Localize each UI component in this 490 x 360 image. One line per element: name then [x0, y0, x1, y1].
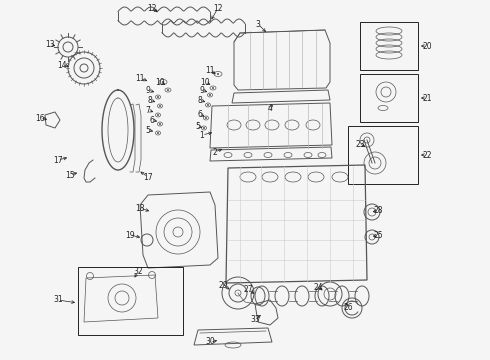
Text: 10: 10 [155, 77, 165, 86]
Circle shape [203, 127, 205, 129]
Text: 16: 16 [35, 113, 45, 122]
Text: 7: 7 [146, 105, 150, 114]
Text: 24: 24 [313, 283, 323, 292]
Bar [78, 267, 183, 335]
Text: 15: 15 [65, 171, 75, 180]
Text: 29: 29 [218, 280, 228, 289]
Text: 8: 8 [147, 95, 152, 104]
Text: 30: 30 [205, 338, 215, 346]
Circle shape [167, 89, 169, 91]
Circle shape [207, 104, 209, 106]
Text: 31: 31 [53, 296, 63, 305]
Text: 11: 11 [205, 66, 215, 75]
Text: 25: 25 [373, 230, 383, 239]
Circle shape [212, 87, 214, 89]
Circle shape [209, 94, 211, 96]
Bar [360, 22, 418, 70]
Circle shape [157, 114, 159, 116]
Circle shape [162, 81, 164, 83]
Text: 32: 32 [133, 267, 143, 276]
Bar [360, 74, 418, 122]
Circle shape [217, 73, 219, 75]
Circle shape [157, 96, 159, 98]
Text: 28: 28 [373, 206, 383, 215]
Text: 1: 1 [199, 131, 204, 140]
Text: 22: 22 [422, 150, 432, 159]
Text: 20: 20 [422, 41, 432, 50]
Text: 23: 23 [355, 140, 365, 149]
Text: 3: 3 [256, 19, 261, 28]
Text: 17: 17 [53, 156, 63, 165]
Text: 27: 27 [243, 285, 253, 294]
Text: 21: 21 [422, 94, 432, 103]
Text: 17: 17 [143, 172, 153, 181]
Circle shape [157, 132, 159, 134]
Text: 10: 10 [200, 77, 210, 86]
Bar [348, 126, 418, 184]
Text: 11: 11 [135, 73, 145, 82]
Text: 12: 12 [147, 4, 157, 13]
Text: 9: 9 [146, 86, 150, 95]
Circle shape [205, 117, 207, 119]
Text: 8: 8 [197, 95, 202, 104]
Text: 14: 14 [57, 60, 67, 69]
Circle shape [159, 105, 161, 107]
Text: 12: 12 [213, 4, 223, 13]
Circle shape [159, 123, 161, 125]
Text: 33: 33 [250, 315, 260, 324]
Text: 13: 13 [45, 40, 55, 49]
Text: 2: 2 [213, 148, 218, 157]
Text: 9: 9 [199, 86, 204, 95]
Text: 26: 26 [343, 303, 353, 312]
Text: 6: 6 [197, 109, 202, 118]
Text: 5: 5 [146, 126, 150, 135]
Text: 5: 5 [196, 122, 200, 131]
Text: 4: 4 [268, 104, 272, 113]
Text: 18: 18 [135, 203, 145, 212]
Text: 19: 19 [125, 230, 135, 239]
Text: 6: 6 [149, 116, 154, 125]
